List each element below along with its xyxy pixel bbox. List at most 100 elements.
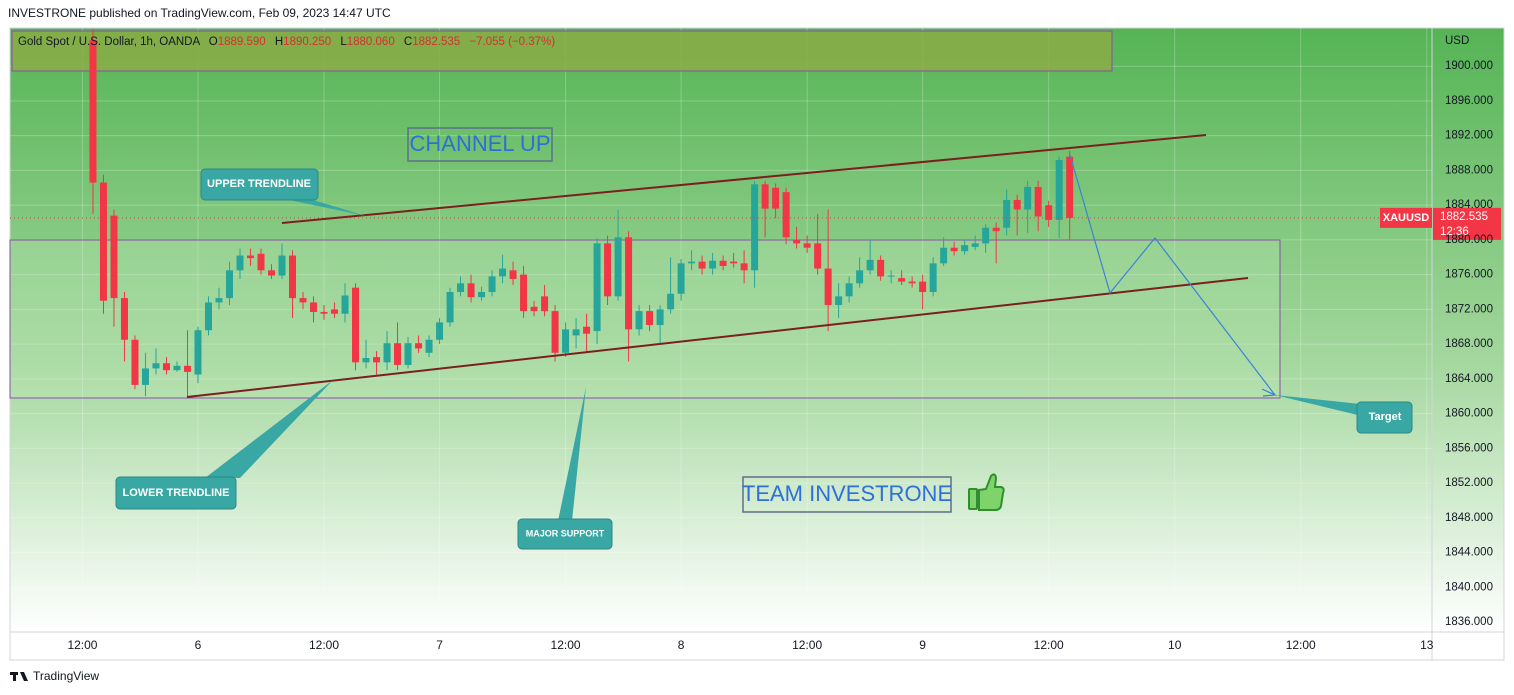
candle-body (929, 263, 937, 293)
callout-pointer (270, 196, 366, 216)
y-tick-label: 1856.000 (1445, 442, 1493, 454)
callout-box (1356, 401, 1413, 434)
y-tick-label: 1892.000 (1445, 130, 1493, 142)
candle-body (572, 329, 580, 336)
candle-body (183, 365, 191, 372)
candle-body (131, 339, 139, 385)
candle-body (446, 292, 454, 323)
x-tick-label: 12:00 (67, 638, 97, 652)
candle-body (992, 227, 1000, 232)
candle-body (614, 237, 622, 297)
candle-body (236, 255, 244, 271)
candle-body (625, 237, 633, 330)
candle-body (824, 268, 832, 306)
price-tag-bg (1433, 207, 1501, 240)
candle-body (1024, 186, 1032, 210)
candle-body (488, 276, 496, 293)
x-tick-label: 12:00 (1286, 638, 1316, 652)
callout-box (115, 476, 237, 510)
lower-trendline (186, 277, 1249, 398)
plot-bg (10, 28, 1504, 632)
x-tick-label: 12:00 (309, 638, 339, 652)
candle-body (667, 293, 675, 310)
candle-body (562, 329, 570, 353)
candle-body (110, 215, 118, 299)
candle-body (394, 343, 402, 365)
candle-body (730, 261, 738, 264)
candle-body (1034, 186, 1042, 217)
candle-body (919, 281, 927, 293)
y-tick-label: 1900.000 (1445, 60, 1493, 72)
candle-body (520, 274, 528, 312)
candles (89, 28, 1074, 397)
candle-body (362, 358, 370, 363)
y-tick-label: 1868.000 (1445, 338, 1493, 350)
candle-body (866, 259, 874, 271)
candle-body (404, 343, 412, 365)
tv-logo (10, 672, 28, 681)
footer: TradingView (33, 669, 99, 683)
candle-body (530, 306, 538, 312)
candle-body (1055, 160, 1063, 220)
candle-body (320, 311, 328, 314)
x-tick-label: 13 (1420, 638, 1434, 652)
price-tag: XAUUSD 1882.535 12:36 (1380, 207, 1501, 240)
callout-box (517, 518, 613, 550)
candle-body (152, 363, 160, 369)
thumbs-up-icon (968, 473, 1005, 511)
candle-body (646, 311, 654, 326)
candle-body (99, 182, 107, 301)
candle-body (950, 247, 958, 252)
y-tick-label: 1864.000 (1445, 373, 1493, 385)
y-tick-label: 1880.000 (1445, 234, 1493, 246)
candle-body (971, 243, 979, 247)
callout-label: LOWER TRENDLINE (123, 487, 230, 499)
callout-pointer (558, 387, 586, 521)
candle-body (289, 255, 297, 299)
channel-label: CHANNEL UP (410, 131, 551, 156)
candle-body (373, 357, 381, 363)
candle-body (478, 292, 486, 298)
candle-body (887, 275, 895, 277)
y-tick-label: 1884.000 (1445, 199, 1493, 211)
candle-body (803, 243, 811, 248)
candle-body (656, 309, 664, 326)
y-tick-label: 1872.000 (1445, 303, 1493, 315)
candle-body (331, 309, 339, 314)
candle-body (299, 298, 307, 303)
price-tag-value: 1882.535 (1440, 211, 1488, 223)
candle-body (583, 326, 591, 334)
candle-body (204, 302, 212, 331)
candle-body (719, 260, 727, 266)
symbol-tag: XAUUSD (1383, 212, 1430, 224)
legend: Gold Spot / U.S. Dollar, 1h, OANDA O1889… (18, 36, 555, 48)
upper-trendline (281, 134, 1207, 224)
candle-body (162, 363, 170, 371)
published: INVESTRONE published on TradingView.com,… (8, 6, 391, 20)
candle-body (310, 302, 318, 312)
candle-body (877, 259, 885, 277)
y-tick-label: 1876.000 (1445, 269, 1493, 281)
candle-body (982, 227, 990, 244)
candle-body (835, 296, 843, 306)
callout-pointer (1275, 395, 1370, 418)
candle-body (509, 270, 517, 279)
candle-body (278, 255, 286, 276)
x-tick-label: 12:00 (792, 638, 822, 652)
resistance-zone (11, 30, 1113, 72)
y-tick-label: 1860.000 (1445, 408, 1493, 420)
candle-body (593, 243, 601, 332)
candle-body (425, 339, 433, 353)
callout-label: MAJOR SUPPORT (526, 528, 605, 538)
y-tick-label: 1848.000 (1445, 512, 1493, 524)
candle-body (173, 365, 181, 371)
candle-body (751, 184, 759, 271)
candle-body (772, 187, 780, 209)
channel-box (407, 127, 553, 162)
candle-body (194, 330, 202, 375)
candle-body (89, 40, 97, 183)
callout-label: UPPER TRENDLINE (207, 178, 311, 190)
candle-body (225, 270, 233, 299)
candle-body (814, 243, 822, 269)
candle-body (604, 243, 612, 297)
